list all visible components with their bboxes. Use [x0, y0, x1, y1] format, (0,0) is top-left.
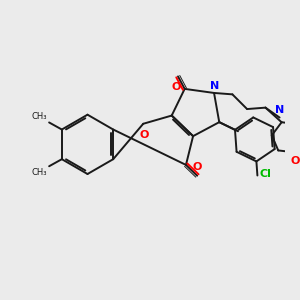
Text: O: O	[290, 156, 300, 166]
Text: CH₃: CH₃	[32, 112, 47, 121]
Text: O: O	[140, 130, 149, 140]
Text: O: O	[171, 82, 180, 92]
Text: O: O	[193, 162, 202, 172]
Text: CH₃: CH₃	[32, 168, 47, 177]
Text: N: N	[210, 81, 220, 91]
Text: Cl: Cl	[260, 169, 272, 179]
Text: N: N	[275, 105, 284, 115]
